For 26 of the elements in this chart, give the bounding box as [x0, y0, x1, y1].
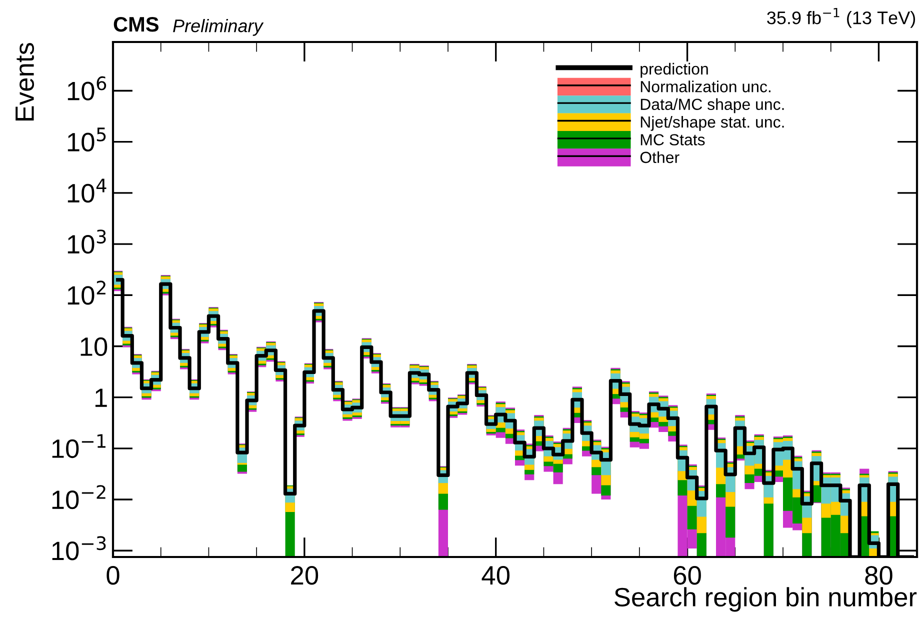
x-axis-title: Search region bin number [614, 587, 917, 612]
y-tick-label: 1 [95, 388, 107, 407]
legend-label: Data/MC shape unc. [640, 98, 784, 114]
y-tick-label: 10$^{3}$ [68, 230, 106, 254]
x-tick-label: 80 [865, 566, 892, 585]
y-axis-title: Events [16, 42, 34, 121]
y-tick-label: 10$^{2}$ [68, 280, 106, 305]
y-tick-label: 10$^{−1}$ [52, 434, 106, 458]
x-tick-label: 20 [291, 566, 318, 585]
text: 35.9 fb$^{−1}$ (13 TeV) [767, 8, 916, 28]
y-tick-label: 10$^{4}$ [68, 178, 106, 203]
chart-title: CMS [114, 16, 158, 32]
legend-label: Njet/shape stat. unc. [640, 116, 784, 131]
legend-label: Normalization unc. [640, 80, 770, 92]
legend-label: Other [640, 151, 680, 164]
y-tick-label: 10 [80, 337, 108, 356]
y-tick-label: 10$^{−3}$ [52, 536, 106, 560]
x-tick-label: 0 [106, 566, 120, 585]
y-tick-label: 10$^{5}$ [68, 128, 106, 152]
chart-subtitle: Preliminary [173, 18, 264, 36]
legend-label: MC Stats [640, 134, 705, 146]
y-tick-label: 10$^{6}$ [68, 76, 106, 100]
y-tick-label: 10$^{−2}$ [52, 485, 106, 510]
x-tick-label: 40 [482, 566, 510, 585]
legend-label: prediction [640, 62, 708, 78]
x-tick-label: 60 [674, 566, 701, 585]
